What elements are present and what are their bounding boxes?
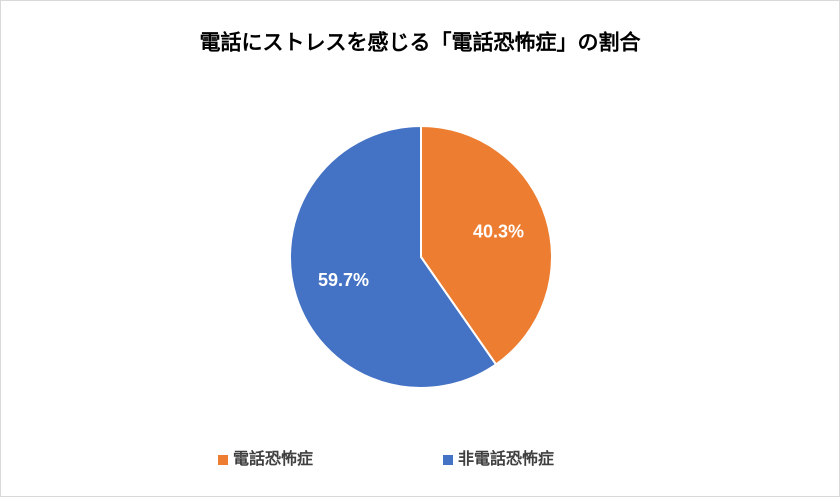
pie-slice: [289, 124, 498, 389]
legend-marker: [443, 455, 453, 465]
legend-marker: [218, 455, 228, 465]
legend-label: 電話恐怖症: [233, 449, 313, 468]
pie-slice: [420, 124, 553, 366]
data-label: 40.3%: [473, 221, 524, 241]
legend-label: 非電話恐怖症: [458, 449, 554, 468]
data-label: 59.7%: [318, 270, 369, 290]
chart-title: 電話にストレスを感じる「電話恐怖症」の割合: [200, 31, 642, 55]
